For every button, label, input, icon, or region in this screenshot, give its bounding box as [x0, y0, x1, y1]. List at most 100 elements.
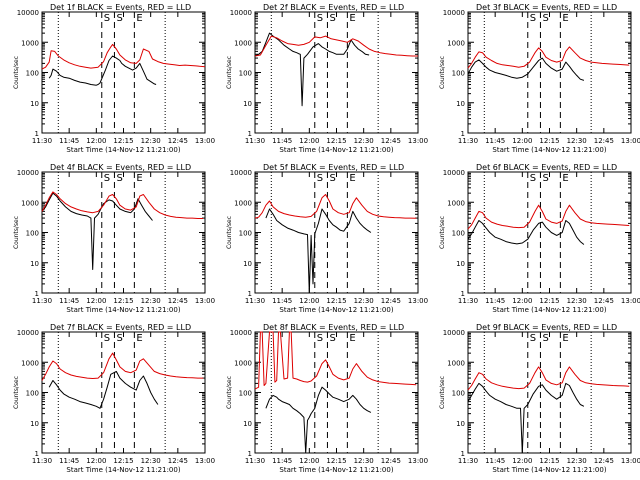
series-line-lld — [254, 35, 418, 57]
x-tick-label: 13:00 — [621, 457, 640, 465]
y-tick-label: 10 — [456, 260, 465, 268]
y-tick-label: 10000 — [443, 9, 465, 17]
x-tick-label: 12:00 — [86, 297, 106, 305]
chart-title: Det 5f BLACK = Events, RED = LLD — [263, 163, 404, 172]
y-tick-label: 10 — [243, 100, 252, 108]
marker-label: S — [116, 173, 122, 184]
x-tick-label: 12:30 — [354, 297, 374, 305]
x-tick-label: 11:45 — [59, 137, 79, 145]
y-tick-label: 1000 — [447, 359, 465, 367]
series-line-events — [467, 382, 585, 454]
y-tick-label: 10000 — [443, 329, 465, 337]
y-tick-label: 10 — [30, 420, 39, 428]
x-tick-label: 12:30 — [567, 297, 587, 305]
x-tick-label: 12:45 — [381, 297, 401, 305]
x-tick-label: 11:45 — [272, 297, 292, 305]
x-tick-label: 11:30 — [32, 297, 52, 305]
plot-frame — [254, 331, 419, 454]
series-line-lld — [41, 191, 204, 219]
x-tick-label: 11:30 — [458, 297, 478, 305]
chart-panel: Det 1f BLACK = Events, RED = LLD 1 10 100 10… — [13, 3, 215, 154]
x-tick-label: 11:45 — [485, 457, 505, 465]
x-tick-label: 11:45 — [59, 457, 79, 465]
x-tick-label: 11:45 — [272, 457, 292, 465]
y-tick-label: 1000 — [234, 199, 252, 207]
y-tick-label: 10 — [30, 100, 39, 108]
marker-label: S — [542, 333, 548, 344]
x-tick-label: 12:15 — [539, 457, 559, 465]
x-tick-label: 11:45 — [272, 137, 292, 145]
x-tick-label: 12:45 — [381, 137, 401, 145]
marker-label: S — [530, 333, 536, 344]
chart-panel: Det 3f BLACK = Events, RED = LLD 1 10 100 10… — [439, 3, 640, 154]
y-tick-label: 10000 — [17, 169, 39, 177]
y-tick-label: 1000 — [21, 199, 39, 207]
marker-label: E — [136, 13, 142, 24]
y-tick-label: 10000 — [230, 329, 252, 337]
x-tick-label: 11:30 — [245, 457, 265, 465]
x-tick-label: 12:45 — [168, 137, 188, 145]
y-tick-label: 1 — [35, 130, 39, 138]
plot-frame — [254, 11, 419, 134]
chart-panel: Det 5f BLACK = Events, RED = LLD 1 10 100 10… — [226, 163, 428, 314]
x-tick-label: 12:45 — [594, 137, 614, 145]
x-tick-label: 13:00 — [408, 457, 428, 465]
marker-label: E — [349, 173, 355, 184]
y-tick-label: 1 — [35, 290, 39, 298]
y-axis-label: Counts/sec — [13, 56, 20, 89]
y-tick-label: 1 — [461, 130, 465, 138]
x-tick-label: 12:15 — [326, 297, 346, 305]
x-tick-label: 12:30 — [354, 457, 374, 465]
marker-label: S — [116, 13, 122, 24]
x-tick-label: 12:30 — [354, 137, 374, 145]
x-tick-label: 12:15 — [113, 457, 133, 465]
x-tick-label: 12:30 — [141, 457, 161, 465]
marker-label: S — [104, 13, 110, 24]
chart-title: Det 1f BLACK = Events, RED = LLD — [50, 3, 191, 12]
series-line-events — [265, 386, 372, 454]
x-tick-label: 12:15 — [326, 137, 346, 145]
chart-title: Det 7f BLACK = Events, RED = LLD — [50, 323, 191, 332]
y-tick-label: 1000 — [21, 359, 39, 367]
y-tick-label: 100 — [26, 230, 39, 238]
y-tick-label: 1000 — [447, 199, 465, 207]
x-tick-label: 12:00 — [512, 297, 532, 305]
y-tick-label: 10000 — [17, 329, 39, 337]
x-tick-label: 11:30 — [458, 137, 478, 145]
y-tick-label: 10 — [243, 420, 252, 428]
marker-label: E — [562, 13, 568, 24]
x-axis-label: Start Time (14-Nov-12 11:21:00) — [492, 306, 606, 314]
marker-label: S — [530, 173, 536, 184]
chart-panel: Det 7f BLACK = Events, RED = LLD 1 10 100 10… — [13, 323, 215, 474]
series-line-lld — [467, 204, 630, 230]
x-tick-label: 12:45 — [168, 297, 188, 305]
series-line-lld — [41, 352, 204, 381]
series-line-events — [265, 208, 372, 294]
x-axis-label: Start Time (14-Nov-12 11:21:00) — [279, 466, 393, 474]
marker-label: S — [317, 13, 323, 24]
x-tick-label: 11:30 — [245, 297, 265, 305]
y-tick-label: 10000 — [230, 9, 252, 17]
x-axis-label: Start Time (14-Nov-12 11:21:00) — [279, 146, 393, 154]
y-tick-label: 100 — [26, 390, 39, 398]
y-tick-label: 100 — [452, 70, 465, 78]
x-tick-label: 12:15 — [326, 457, 346, 465]
y-tick-label: 1000 — [21, 39, 39, 47]
x-tick-label: 13:00 — [195, 297, 215, 305]
y-tick-label: 1 — [248, 450, 252, 458]
x-tick-label: 12:45 — [381, 457, 401, 465]
y-tick-label: 10 — [243, 260, 252, 268]
marker-label: S — [104, 173, 110, 184]
y-axis-label: Counts/sec — [226, 376, 233, 409]
plot-frame — [467, 11, 632, 134]
x-tick-label: 12:45 — [594, 457, 614, 465]
x-axis-label: Start Time (14-Nov-12 11:21:00) — [66, 306, 180, 314]
marker-label: E — [136, 333, 142, 344]
series-line-events — [48, 370, 159, 409]
x-tick-label: 12:30 — [567, 137, 587, 145]
x-tick-label: 12:45 — [594, 297, 614, 305]
y-tick-label: 1000 — [447, 39, 465, 47]
series-line-events — [467, 220, 585, 245]
marker-label: S — [104, 333, 110, 344]
